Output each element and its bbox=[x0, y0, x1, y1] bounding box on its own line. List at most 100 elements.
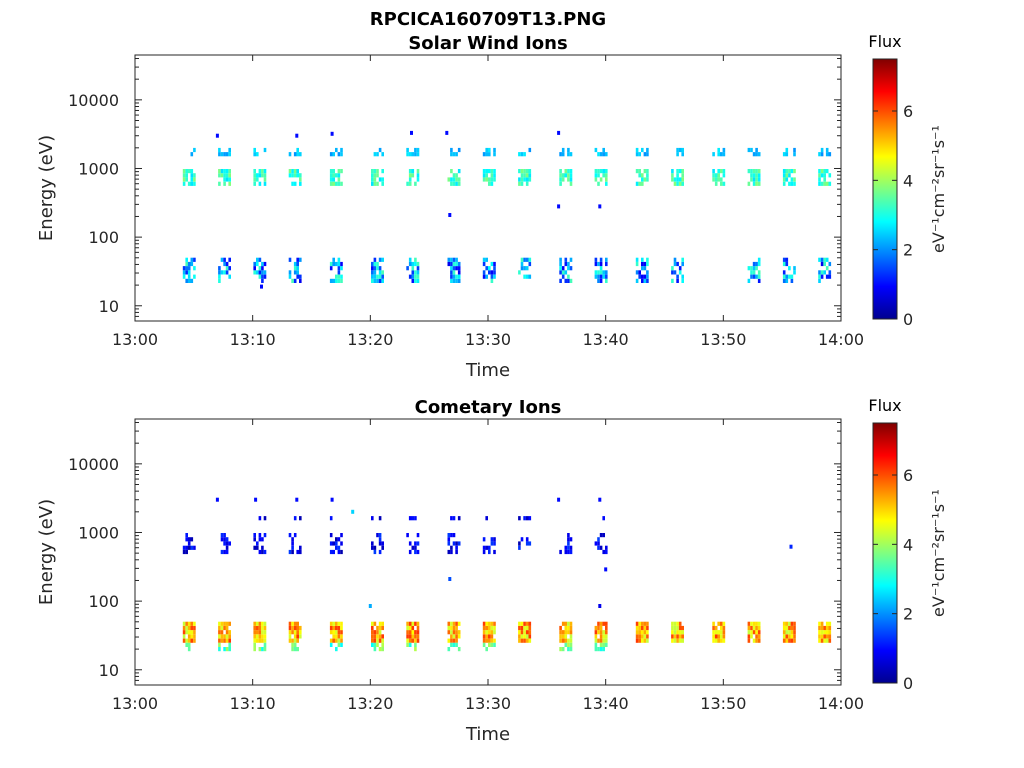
spectrogram-point bbox=[295, 497, 299, 502]
spectrogram-cell bbox=[599, 169, 603, 174]
spectrogram-cell bbox=[599, 266, 603, 271]
spectrogram-cell bbox=[643, 634, 647, 639]
colorbar-tick-label: 0 bbox=[903, 674, 913, 693]
spectrogram-cell bbox=[258, 270, 262, 275]
spectrogram-cell bbox=[187, 278, 191, 283]
spectrogram-cell bbox=[646, 278, 649, 283]
spectrogram-cell bbox=[450, 516, 453, 521]
spectrogram-cell bbox=[528, 147, 532, 153]
spectrogram-cell bbox=[717, 177, 720, 182]
spectrogram-cell bbox=[564, 278, 568, 283]
spectrogram-cell bbox=[185, 177, 188, 182]
spectrogram-cell bbox=[452, 625, 456, 631]
spectrogram-cell bbox=[329, 533, 333, 538]
spectrogram-cell bbox=[757, 621, 761, 626]
spectrogram-cell bbox=[828, 152, 832, 157]
spectrogram-cell bbox=[291, 549, 294, 555]
spectrogram-cell bbox=[678, 634, 682, 639]
spectrogram-cell bbox=[599, 261, 603, 267]
spectrogram-cell bbox=[818, 177, 821, 182]
spectrogram-cell bbox=[485, 647, 488, 652]
spectrogram-cell bbox=[559, 257, 562, 262]
spectrogram-cell bbox=[488, 177, 491, 182]
spectrogram-cell bbox=[790, 181, 794, 186]
spectrogram-cell bbox=[223, 533, 226, 538]
spectrogram-cell bbox=[594, 634, 598, 639]
spectrogram-cell bbox=[678, 169, 682, 174]
spectrogram-cell bbox=[676, 278, 679, 283]
spectrogram-cell bbox=[569, 545, 573, 550]
spectrogram-cell bbox=[225, 261, 229, 267]
x-axis-label: Time bbox=[465, 724, 510, 745]
spectrogram-cell bbox=[561, 630, 565, 635]
spectrogram-cell bbox=[371, 261, 374, 267]
spectrogram-cell bbox=[747, 625, 751, 631]
spectrogram-cell bbox=[293, 173, 297, 178]
spectrogram-cell bbox=[793, 181, 796, 186]
spectrogram-cell bbox=[256, 261, 259, 267]
spectrogram-cell bbox=[263, 181, 267, 186]
spectrogram-cell bbox=[793, 266, 796, 271]
spectrogram-cell bbox=[752, 169, 756, 174]
spectrogram-cell bbox=[757, 625, 761, 631]
spectrogram-cell bbox=[335, 545, 338, 550]
colorbar-tick-label: 0 bbox=[903, 310, 913, 329]
x-tick-label: 14:00 bbox=[818, 694, 864, 713]
spectrogram-cell bbox=[790, 630, 794, 635]
spectrogram-cell bbox=[220, 537, 224, 542]
spectrogram-cell bbox=[520, 181, 524, 186]
spectrogram-cell bbox=[752, 621, 756, 626]
spectrogram-cell bbox=[567, 533, 570, 538]
spectrogram-cell bbox=[408, 621, 412, 626]
spectrogram-cell bbox=[646, 169, 649, 174]
spectrogram-cell bbox=[288, 173, 292, 178]
spectrogram-cell bbox=[712, 630, 715, 635]
spectrogram-cell bbox=[605, 638, 608, 643]
spectrogram-cell bbox=[416, 549, 420, 555]
spectrogram-cell bbox=[785, 257, 789, 262]
spectrogram-cell bbox=[782, 634, 786, 639]
spectrogram-cell bbox=[335, 647, 338, 652]
spectrogram-cell bbox=[378, 270, 382, 275]
spectrogram-cell bbox=[253, 625, 256, 631]
spectrogram-cell bbox=[793, 152, 796, 157]
spectrogram-cell bbox=[825, 266, 829, 271]
spectrogram-cell bbox=[714, 638, 718, 643]
spectrogram-cell bbox=[602, 647, 605, 652]
spectrogram-cell bbox=[332, 261, 335, 267]
x-tick-label: 13:20 bbox=[347, 330, 393, 349]
spectrogram-cell bbox=[523, 257, 526, 262]
spectrogram-cell bbox=[561, 266, 565, 271]
spectrogram-cell bbox=[288, 274, 292, 279]
spectrogram-cell bbox=[185, 537, 188, 542]
spectrogram-cell bbox=[788, 181, 791, 186]
spectrogram-cell bbox=[525, 516, 529, 521]
spectrogram-cell bbox=[373, 266, 377, 271]
spectrogram-cell bbox=[788, 169, 791, 174]
spectrogram-cell bbox=[641, 634, 644, 639]
spectrogram-cell bbox=[253, 545, 256, 550]
spectrogram-cell bbox=[299, 152, 302, 157]
spectrogram-cell bbox=[785, 177, 789, 182]
spectrogram-cell bbox=[182, 630, 186, 635]
spectrogram-cell bbox=[820, 257, 824, 262]
spectrogram-cell bbox=[678, 181, 682, 186]
spectrogram-cell bbox=[228, 173, 231, 178]
spectrogram-cell bbox=[416, 533, 420, 538]
spectrogram-point bbox=[789, 544, 793, 549]
spectrogram-cell bbox=[793, 177, 796, 182]
spectrogram-cell bbox=[722, 621, 726, 626]
spectrogram-cell bbox=[296, 147, 299, 153]
spectrogram-cell bbox=[450, 152, 453, 157]
spectrogram-cell bbox=[228, 152, 231, 157]
spectrogram-cell bbox=[190, 621, 194, 626]
spectrogram-cell bbox=[750, 625, 753, 631]
spectrogram-cell bbox=[825, 274, 829, 279]
spectrogram-cell bbox=[261, 173, 264, 178]
spectrogram-cell bbox=[641, 630, 644, 635]
spectrogram-cell bbox=[218, 625, 221, 631]
spectrogram-cell bbox=[293, 169, 297, 174]
spectrogram-cell bbox=[635, 625, 639, 631]
spectrogram-cell bbox=[605, 642, 608, 647]
spectrogram-cell bbox=[261, 169, 264, 174]
